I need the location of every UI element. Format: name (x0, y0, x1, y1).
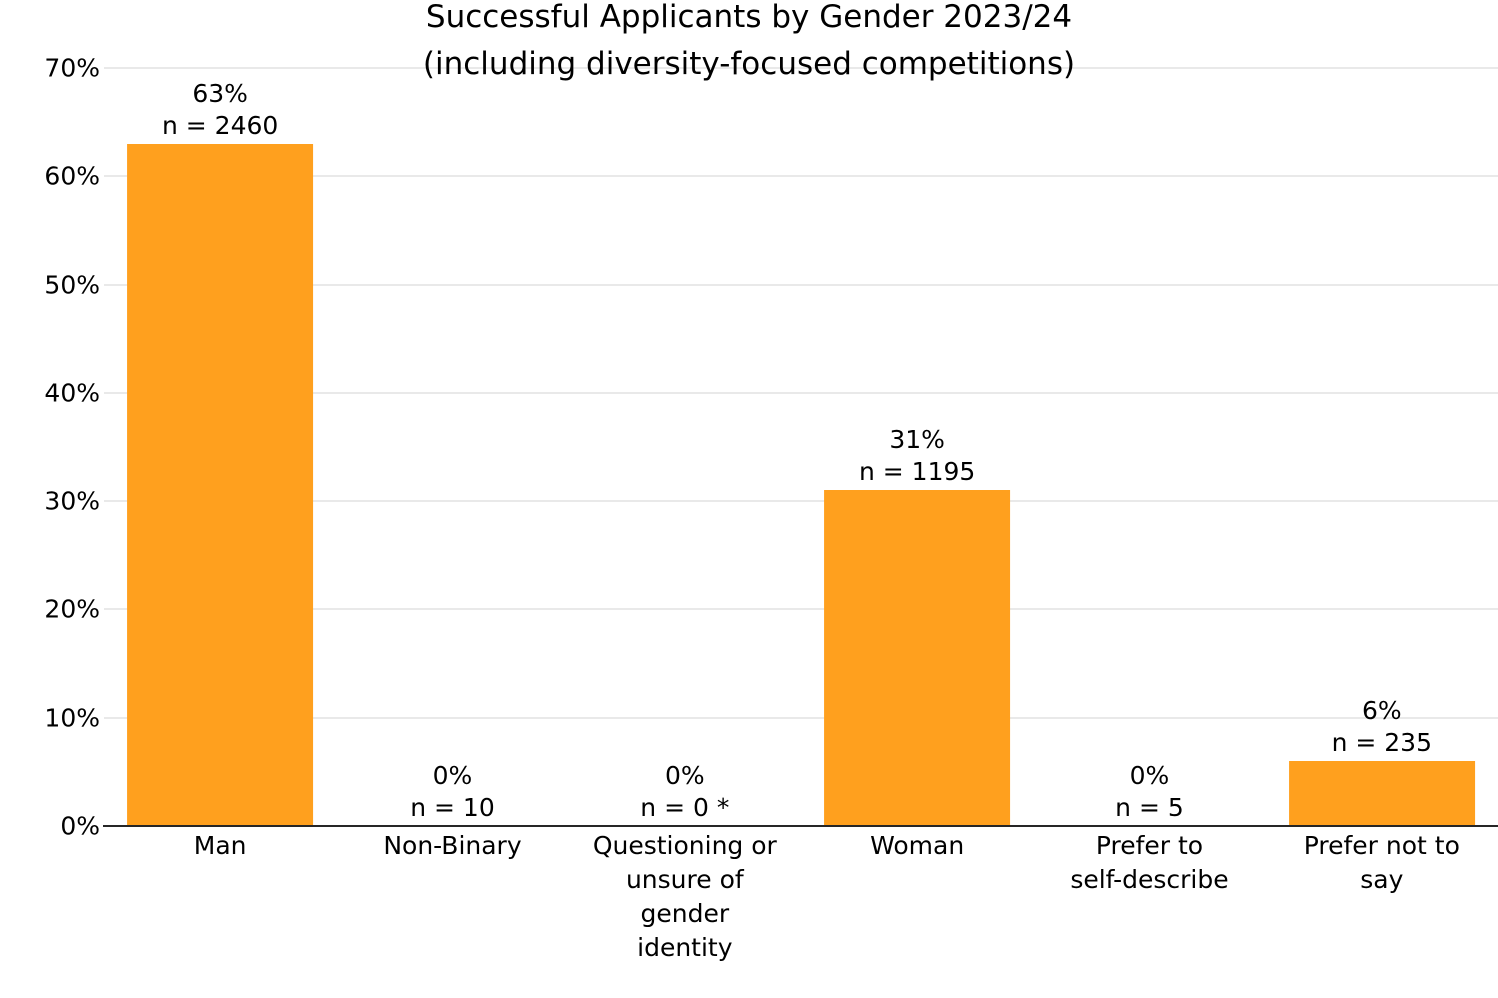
bar-value-label: 0% n = 0 * (569, 760, 801, 824)
bar-value-label: 6% n = 235 (1266, 695, 1498, 759)
bar-n-label: n = 10 (410, 793, 495, 822)
gridline (104, 175, 1498, 178)
bar-column: 0% n = 5 (1033, 68, 1265, 826)
bar-column: 0% n = 10 (336, 68, 568, 826)
bar-n-label: n = 5 (1115, 793, 1184, 822)
bar-percent-label: 31% (889, 425, 945, 455)
bar-column: 63% n = 2460 (104, 68, 336, 826)
category-label: Prefer to self-describe (1070, 831, 1229, 894)
bar-percent-label: 0% (664, 761, 705, 790)
gridline (104, 283, 1498, 286)
gridline (104, 608, 1498, 611)
gridline (104, 391, 1498, 394)
bar-percent-label: 0% (1129, 761, 1170, 790)
y-tick-label: 0% (60, 811, 100, 841)
y-axis-labels: 0% 10% 20% 30% 40% 50% 60% 70% (0, 54, 100, 841)
chart-title-line2: (including diversity-focused competition… (422, 46, 1076, 82)
plot-area: 63% n = 2460 0% n = 10 0% n = 0 * 31% n = 1195 0… (103, 67, 1498, 827)
y-tick-label: 70% (44, 53, 100, 83)
y-tick-label: 20% (44, 594, 100, 624)
gridline (104, 500, 1498, 503)
category-label: Questioning or unsure of gender identity (592, 831, 777, 962)
y-tick-label: 30% (44, 486, 100, 516)
y-tick-label: 50% (44, 270, 100, 300)
bar-percent-label: 6% (1361, 696, 1402, 726)
gridline (104, 67, 1498, 69)
chart-title-line1: Successful Applicants by Gender 2023/24 (425, 0, 1073, 35)
bar-n-label: n = 1195 (858, 457, 976, 487)
bar-n-label: n = 0 * (640, 793, 730, 822)
bar-n-label: n = 2460 (162, 110, 279, 140)
bar-value-label: 0% n = 10 (336, 760, 568, 824)
bar-percent-label: 63% (192, 78, 248, 108)
y-tick-label: 40% (44, 378, 100, 408)
bar (824, 490, 1011, 826)
y-tick-label: 60% (44, 161, 100, 191)
bar-column: 0% n = 0 * (569, 68, 801, 826)
bar-value-label: 0% n = 5 (1033, 760, 1265, 824)
bar-column: 31% n = 1195 (801, 68, 1033, 826)
x-axis-line (103, 825, 1498, 827)
category-label: Prefer not to say (1303, 831, 1460, 894)
category-label: Non-Binary (383, 831, 522, 860)
x-axis-labels: Man Non-Binary Questioning or unsure of ge… (104, 829, 1498, 965)
category-label: Man (193, 831, 247, 860)
bar-percent-label: 0% (432, 761, 473, 790)
y-tick-label: 10% (44, 703, 100, 733)
bar-value-label: 63% n = 2460 (104, 78, 336, 142)
bar-n-label: n = 235 (1331, 728, 1432, 758)
bar (1288, 761, 1475, 826)
bar-column: 6% n = 235 (1266, 68, 1498, 826)
chart-title: Successful Applicants by Gender 2023/24 … (0, 0, 1498, 88)
bar (127, 143, 314, 826)
category-label: Woman (870, 831, 965, 860)
bar-value-label: 31% n = 1195 (801, 424, 1033, 488)
gridline (104, 716, 1498, 719)
bar-columns: 63% n = 2460 0% n = 10 0% n = 0 * 31% n = 1195 0… (104, 68, 1498, 826)
